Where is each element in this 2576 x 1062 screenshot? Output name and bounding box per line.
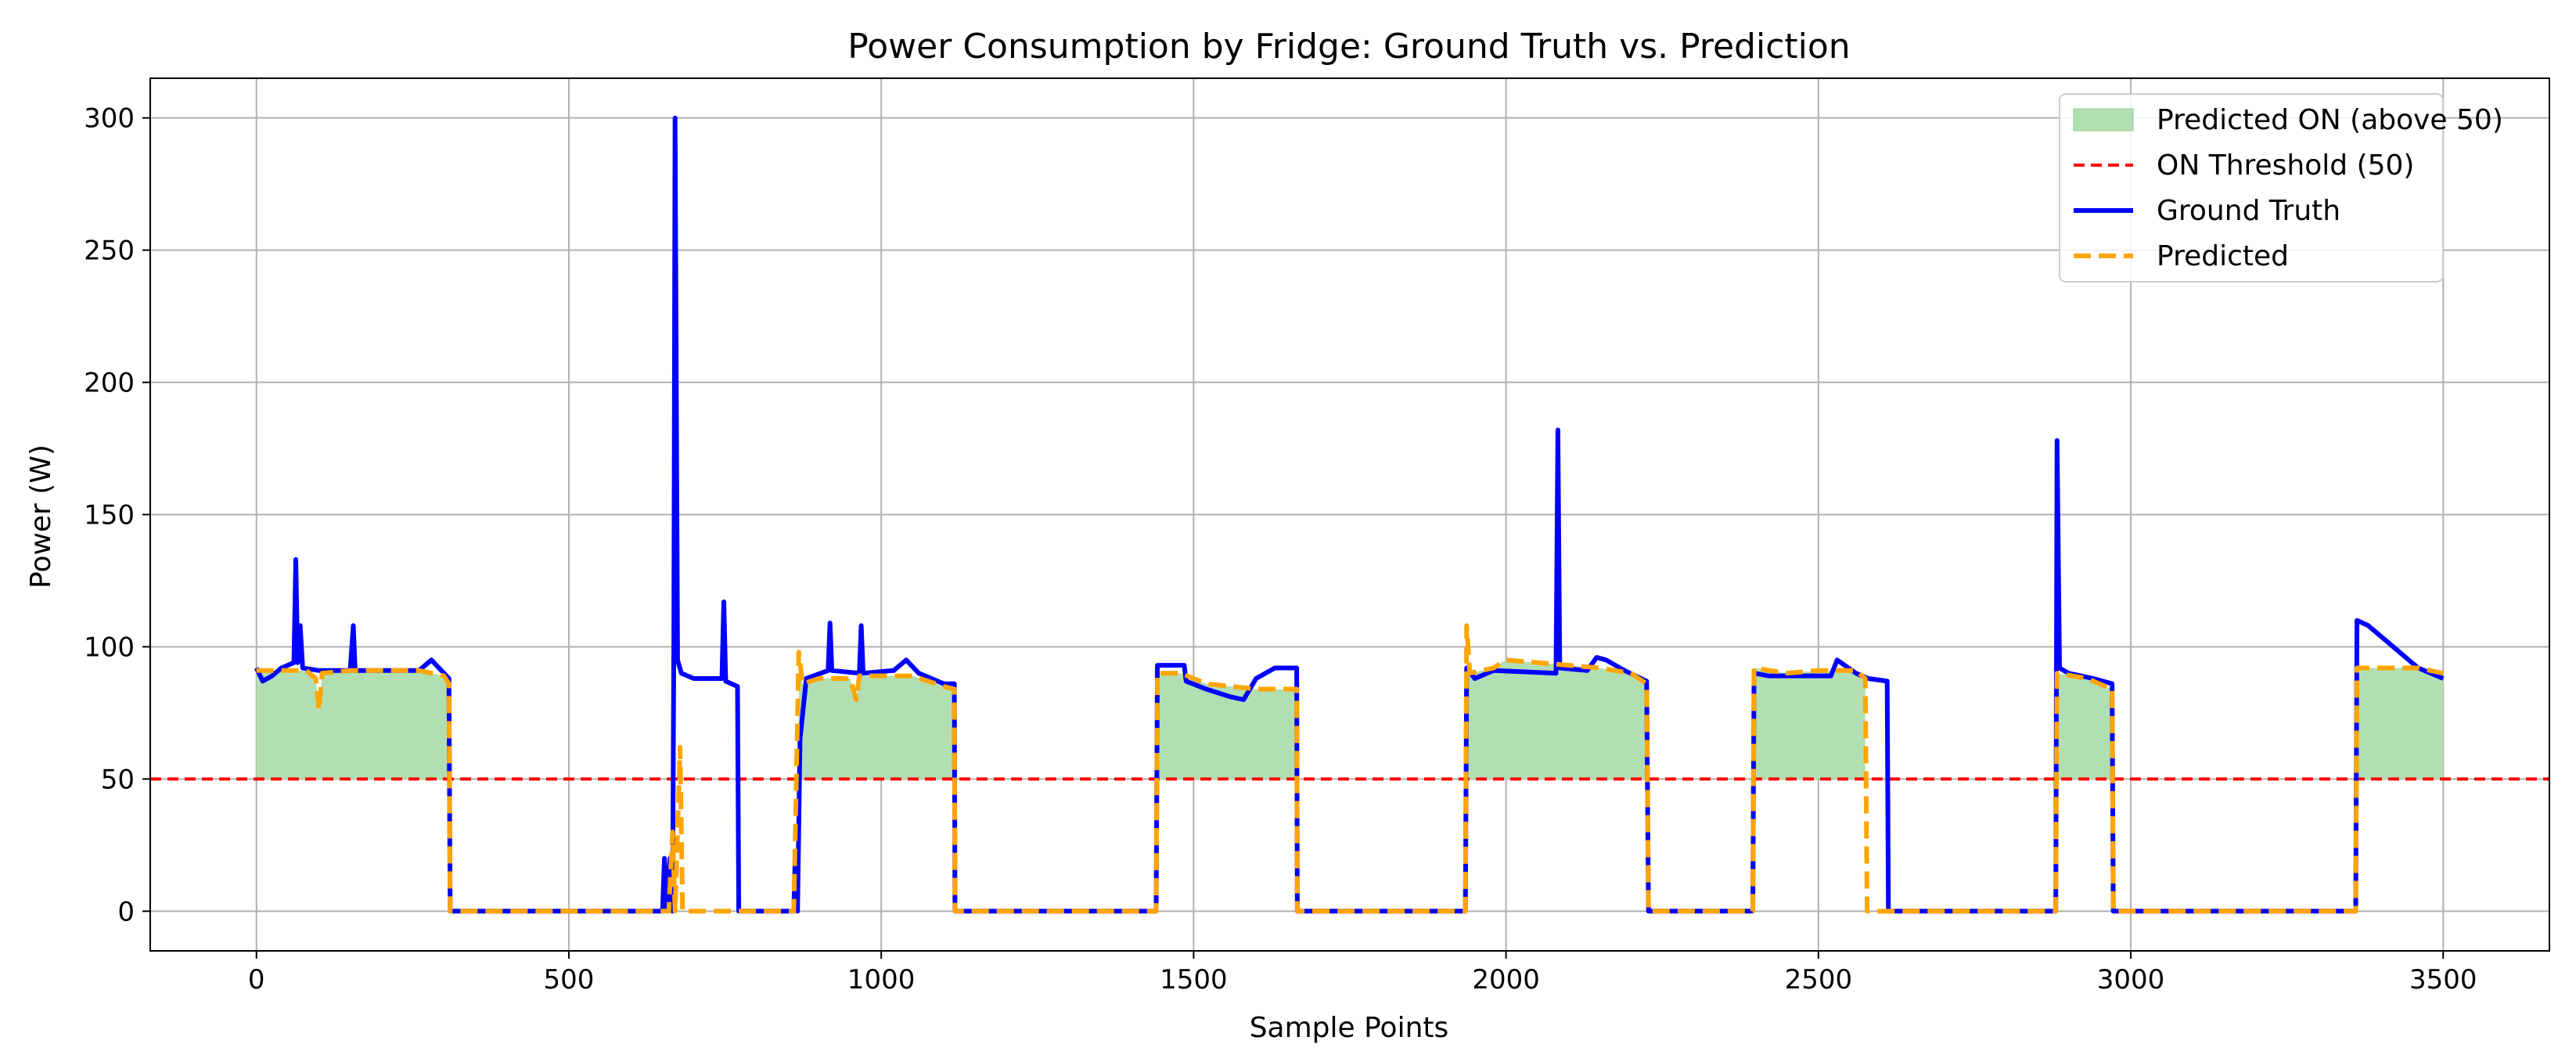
predicted-on-region <box>256 670 449 779</box>
predicted-on-region <box>1157 673 1297 779</box>
series-layer <box>254 115 2445 914</box>
x-tick-label: 0 <box>248 964 265 995</box>
legend-threshold-label: ON Threshold (50) <box>2157 149 2414 182</box>
x-axis-ticks: 0 500 1000 1500 2000 2500 3000 3500 <box>248 951 2477 995</box>
y-tick-label: 100 <box>84 632 135 663</box>
x-tick-label: 3000 <box>2097 964 2165 995</box>
y-tick-label: 300 <box>84 103 135 135</box>
y-tick-label: 200 <box>84 368 135 399</box>
y-axis-ticks: 0 50 100 150 200 250 300 <box>84 103 150 927</box>
x-tick-label: 2500 <box>1785 964 1853 995</box>
x-tick-label: 3500 <box>2409 964 2477 995</box>
predicted-on-region <box>1754 668 1865 779</box>
predicted-on-region <box>2357 668 2444 779</box>
x-tick-label: 500 <box>544 964 595 995</box>
x-axis-label: Sample Points <box>1250 1012 1449 1044</box>
legend-predicted-label: Predicted <box>2157 240 2289 272</box>
x-tick-label: 2000 <box>1472 964 1540 995</box>
series-line-predicted <box>256 623 2444 914</box>
y-axis-label: Power (W) <box>25 445 57 589</box>
legend: Predicted ON (above 50) ON Threshold (50… <box>2059 93 2503 283</box>
y-tick-label: 150 <box>84 500 135 531</box>
chart-title: Power Consumption by Fridge: Ground Trut… <box>847 27 1850 67</box>
y-tick-label: 250 <box>84 236 135 267</box>
x-tick-label: 1500 <box>1160 964 1228 995</box>
predicted-on-region <box>2056 673 2113 779</box>
predicted-on-region <box>1466 625 1647 779</box>
predicted-on-fill <box>256 625 2444 779</box>
x-tick-label: 1000 <box>847 964 916 995</box>
legend-ground-truth-label: Ground Truth <box>2157 195 2340 227</box>
y-tick-label: 50 <box>101 764 135 795</box>
legend-frame <box>2059 93 2444 283</box>
legend-fill-swatch <box>2073 108 2134 131</box>
predicted-on-region <box>798 652 955 779</box>
legend-fill-label: Predicted ON (above 50) <box>2157 104 2503 136</box>
y-tick-label: 0 <box>117 896 135 927</box>
